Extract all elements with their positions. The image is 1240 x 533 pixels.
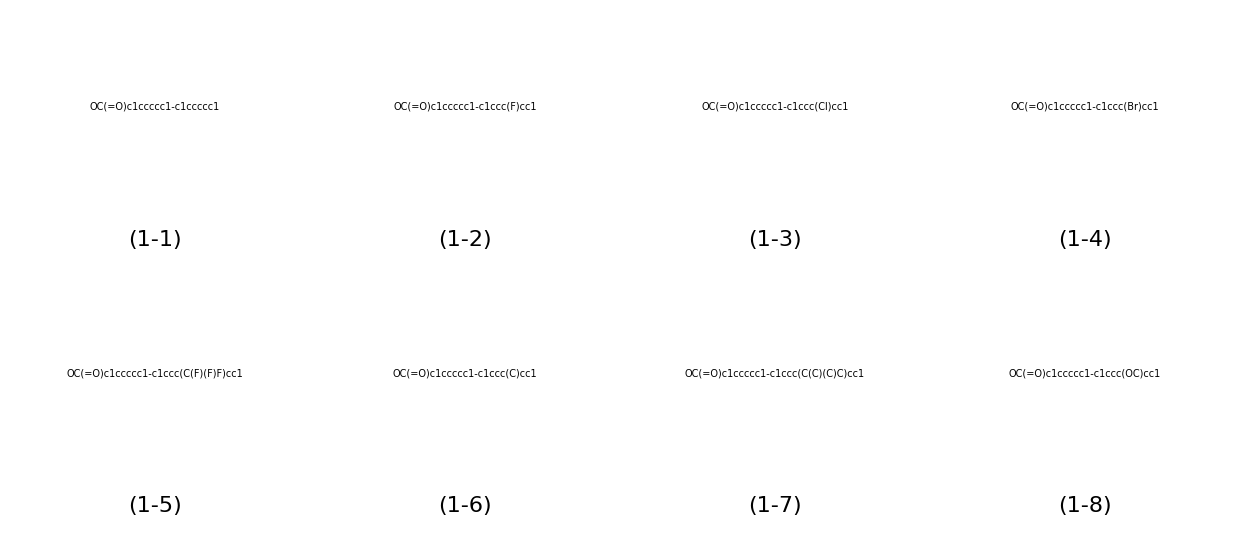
Text: (1-4): (1-4) [1058, 230, 1112, 250]
Text: (1-6): (1-6) [438, 496, 492, 516]
Text: (1-7): (1-7) [748, 496, 802, 516]
Text: (1-1): (1-1) [128, 230, 182, 250]
Text: (1-2): (1-2) [438, 230, 492, 250]
Text: OC(=O)c1ccccc1-c1ccc(Cl)cc1: OC(=O)c1ccccc1-c1ccc(Cl)cc1 [702, 102, 848, 111]
Text: OC(=O)c1ccccc1-c1ccc(C(C)(C)C)cc1: OC(=O)c1ccccc1-c1ccc(C(C)(C)C)cc1 [684, 368, 866, 378]
Text: OC(=O)c1ccccc1-c1ccc(C(F)(F)F)cc1: OC(=O)c1ccccc1-c1ccc(C(F)(F)F)cc1 [67, 368, 243, 378]
Text: OC(=O)c1ccccc1-c1ccc(C)cc1: OC(=O)c1ccccc1-c1ccc(C)cc1 [393, 368, 537, 378]
Text: OC(=O)c1ccccc1-c1ccc(Br)cc1: OC(=O)c1ccccc1-c1ccc(Br)cc1 [1011, 102, 1159, 111]
Text: (1-5): (1-5) [128, 496, 182, 516]
Text: (1-3): (1-3) [748, 230, 802, 250]
Text: (1-8): (1-8) [1058, 496, 1112, 516]
Text: OC(=O)c1ccccc1-c1ccc(OC)cc1: OC(=O)c1ccccc1-c1ccc(OC)cc1 [1009, 368, 1161, 378]
Text: OC(=O)c1ccccc1-c1ccc(F)cc1: OC(=O)c1ccccc1-c1ccc(F)cc1 [393, 102, 537, 111]
Text: OC(=O)c1ccccc1-c1ccccc1: OC(=O)c1ccccc1-c1ccccc1 [89, 102, 221, 111]
